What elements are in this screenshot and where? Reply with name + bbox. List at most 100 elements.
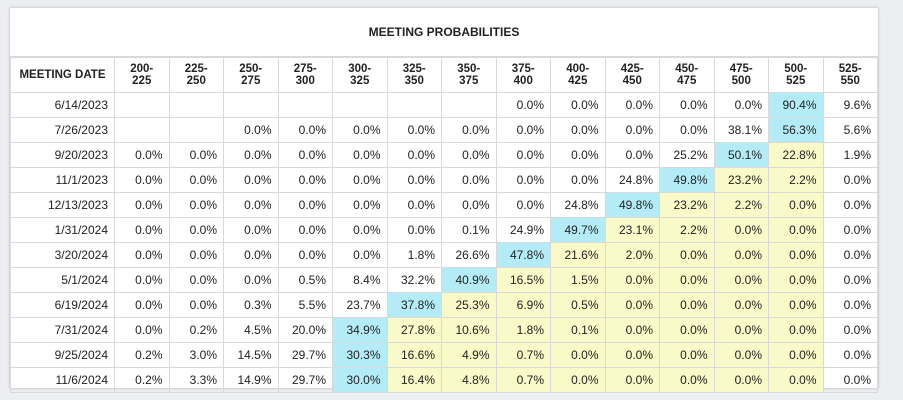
meeting-date-cell: 6/19/2024 [10,292,115,318]
probability-cell: 25.2% [659,142,715,168]
meeting-date-cell: 12/13/2023 [10,192,115,218]
probability-cell [114,117,170,143]
probability-cell: 25.3% [441,292,497,318]
column-header-range: 375-400 [495,57,551,93]
probability-cell: 3.0% [168,342,224,368]
probability-cell: 0.0% [114,317,170,343]
probability-cell: 49.8% [659,167,715,193]
probability-cell: 0.0% [604,292,660,318]
probability-cell: 0.0% [168,192,224,218]
meeting-date-cell: 6/14/2023 [10,92,115,118]
probability-cell: 0.0% [604,117,660,143]
probability-cell: 50.1% [713,142,769,168]
probability-cell: 0.0% [822,267,878,293]
probability-cell: 0.0% [386,142,442,168]
meeting-date-cell: 1/31/2024 [10,217,115,243]
probability-cell: 0.0% [114,142,170,168]
meeting-date-cell: 3/20/2024 [10,242,115,268]
probability-cell: 4.9% [441,342,497,368]
probability-cell: 56.3% [768,117,824,143]
probability-cell: 0.0% [114,292,170,318]
probability-cell: 0.0% [713,92,769,118]
table-row: 7/26/2023 0.0% 0.0% 0.0% 0.0% 0.0% 0.0% 0.0% 0.0… [10,117,878,143]
probability-cell: 24.9% [495,217,551,243]
probability-cell: 0.0% [604,367,660,393]
probability-cell: 0.0% [495,167,551,193]
column-header-range: 300-325 [332,57,388,93]
meeting-date-cell: 9/25/2024 [10,342,115,368]
probability-cell: 8.4% [332,267,388,293]
probability-cell: 0.0% [822,317,878,343]
probability-cell: 6.9% [495,292,551,318]
probability-cell: 0.0% [713,267,769,293]
probability-cell: 0.0% [277,117,333,143]
probability-cell: 0.0% [659,117,715,143]
probability-cell: 0.0% [441,117,497,143]
column-header-range: 200-225 [114,57,170,93]
table-row: 7/31/2024 0.0% 0.2% 4.5% 20.0% 34.9% 27.8% 10.6… [10,317,878,343]
probability-cell: 0.0% [168,292,224,318]
probability-cell: 0.0% [223,267,279,293]
probability-cell: 0.0% [768,192,824,218]
column-header-range: 475-500 [713,57,769,93]
probability-cell: 0.0% [114,242,170,268]
probability-cell: 0.0% [659,342,715,368]
probability-cell: 40.9% [441,267,497,293]
probability-cell: 0.0% [223,117,279,143]
probability-cell: 0.0% [495,92,551,118]
meeting-date-cell: 5/1/2024 [10,267,115,293]
probability-cell: 0.0% [114,217,170,243]
probability-cell: 38.1% [713,117,769,143]
probability-cell: 0.0% [659,292,715,318]
probability-cell: 47.8% [495,242,551,268]
probability-cell: 0.0% [168,167,224,193]
probability-cell: 5.6% [822,117,878,143]
probability-cell: 0.0% [822,367,878,393]
probability-cell: 0.7% [495,367,551,393]
probability-cell: 0.0% [223,142,279,168]
meeting-date-cell: 7/26/2023 [10,117,115,143]
probability-cell: 22.8% [768,142,824,168]
table-row: 12/13/2023 0.0% 0.0% 0.0% 0.0% 0.0% 0.0% 0.0% 0.… [10,192,878,218]
probability-cell: 32.2% [386,267,442,293]
probability-cell: 0.0% [768,242,824,268]
probability-cell: 0.0% [168,242,224,268]
table-row: 11/6/2024 0.2% 3.3% 14.9% 29.7% 30.0% 16.4% 4.8… [10,367,878,393]
probability-cell: 26.6% [441,242,497,268]
probability-cell: 0.0% [168,217,224,243]
probability-cell: 0.2% [168,317,224,343]
probability-cell: 34.9% [332,317,388,343]
probability-cell: 0.0% [332,242,388,268]
header-row: MEETING DATE 200-225 225-250 250-275 275-300… [10,57,878,93]
probability-cell: 0.0% [604,342,660,368]
meeting-date-cell: 7/31/2024 [10,317,115,343]
probability-cell: 10.6% [441,317,497,343]
probability-cell: 0.0% [822,192,878,218]
probability-cell: 3.3% [168,367,224,393]
probability-cell: 0.0% [277,217,333,243]
table-row: 11/1/2023 0.0% 0.0% 0.0% 0.0% 0.0% 0.0% 0.0% 0.0… [10,167,878,193]
probability-cell: 14.9% [223,367,279,393]
probability-cell: 0.0% [604,267,660,293]
probabilities-panel: MEETING PROBABILITIES MEETING DATE 200-22… [10,8,878,393]
probability-cell: 0.0% [441,142,497,168]
probability-cell: 0.0% [441,167,497,193]
probability-cell: 0.0% [659,367,715,393]
column-header-meeting-date: MEETING DATE [10,57,115,93]
probability-cell: 0.0% [550,117,606,143]
probability-cell: 0.0% [114,167,170,193]
probability-cell: 0.0% [441,192,497,218]
column-header-range: 500-525 [768,57,824,93]
probability-cell: 0.0% [822,217,878,243]
probability-cell: 2.2% [768,167,824,193]
probability-cell: 16.6% [386,342,442,368]
probability-cell: 0.0% [168,142,224,168]
probability-cell: 0.0% [168,267,224,293]
probability-cell: 0.0% [768,292,824,318]
probability-table: MEETING DATE 200-225 225-250 250-275 275-300… [10,57,878,393]
probability-cell: 0.0% [550,367,606,393]
probability-cell: 0.0% [223,217,279,243]
probability-cell: 0.2% [114,367,170,393]
probability-cell: 0.0% [495,117,551,143]
probability-cell: 0.0% [550,92,606,118]
